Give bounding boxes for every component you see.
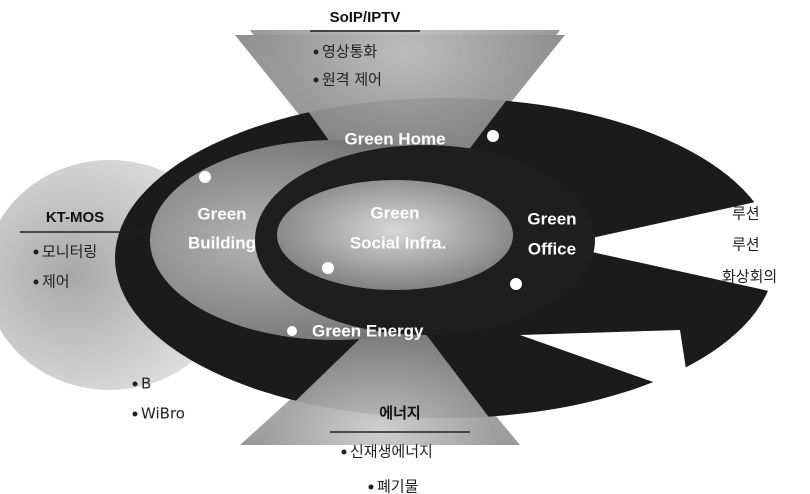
service-title: 에너지 xyxy=(379,405,420,422)
service-item: 루션 xyxy=(732,236,760,254)
service-item: B xyxy=(141,375,151,393)
service-item: 루션 xyxy=(732,205,760,223)
diagram: Green Home Green Building Green Social I… xyxy=(0,0,810,494)
node-label: Social Infra. xyxy=(350,233,446,252)
node-label: Green xyxy=(197,204,246,223)
service-item: 화상회의 xyxy=(722,268,777,286)
service-item: WiBro xyxy=(141,405,185,423)
node-label: Green xyxy=(370,203,419,222)
service-item: 제어 xyxy=(42,273,70,291)
node-label: Green xyxy=(527,209,576,228)
service-item: 신재생에너지 xyxy=(350,443,433,461)
service-item: 원격 제어 xyxy=(322,71,382,89)
service-title: SoIP/IPTV xyxy=(330,9,401,26)
service-item: 폐기물 xyxy=(377,478,418,494)
service-item: 영상통화 xyxy=(322,43,377,61)
service-title: KT-MOS xyxy=(46,209,104,226)
node-label: Green Home xyxy=(344,129,445,148)
node-label: Building xyxy=(188,233,256,252)
node-label: Office xyxy=(528,239,576,258)
service-item: 모니터링 xyxy=(42,243,97,261)
node-label: Green Energy xyxy=(312,321,424,340)
